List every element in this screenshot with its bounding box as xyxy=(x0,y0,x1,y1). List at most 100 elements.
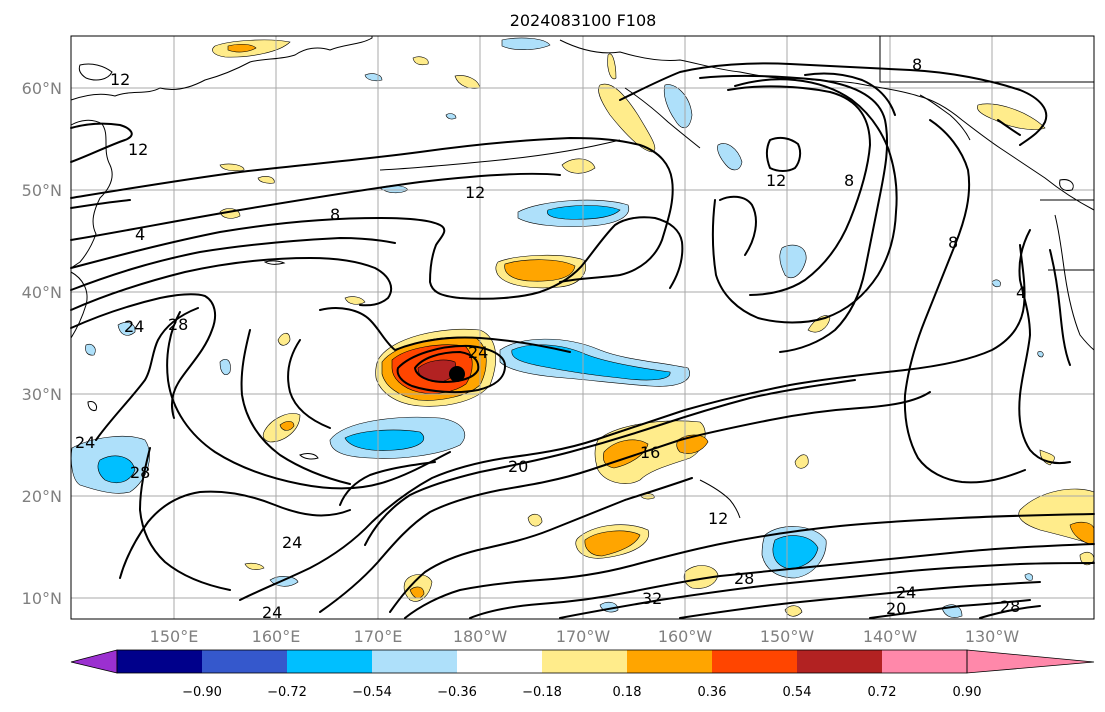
lon-label: 170°W xyxy=(556,627,611,646)
colorbar-tick: 0.36 xyxy=(698,685,727,700)
colorbar-tick: 0.72 xyxy=(868,685,897,700)
colorbar-extend-max xyxy=(966,649,1095,674)
lon-label: 150°W xyxy=(760,627,815,646)
patch-negative xyxy=(779,244,807,279)
colorbar-segment xyxy=(712,650,797,673)
storm-center-marker xyxy=(449,366,465,382)
patch-negative xyxy=(1024,573,1033,581)
contour-label: 4 xyxy=(135,225,145,244)
patch-positive xyxy=(784,605,803,617)
lon-label: 160°E xyxy=(252,627,301,646)
patch-positive xyxy=(527,513,543,527)
patch-negative xyxy=(117,322,136,336)
contour-label: 8 xyxy=(844,171,854,190)
contour-label: 12 xyxy=(465,183,485,202)
lon-label: 180°W xyxy=(453,627,508,646)
lat-label: 10°N xyxy=(22,589,62,608)
contour-label: 24 xyxy=(282,533,302,552)
contour-label: 24 xyxy=(75,433,95,452)
patch-positive xyxy=(607,53,617,80)
contour-label: 28 xyxy=(1000,597,1020,616)
lon-label: 170°E xyxy=(354,627,403,646)
contour-label: 20 xyxy=(886,599,906,618)
contour-lines xyxy=(70,62,1095,619)
lat-label: 60°N xyxy=(22,79,62,98)
patch-negative xyxy=(344,429,425,451)
patch-positive xyxy=(584,530,641,557)
longitude-labels: 150°E 160°E 170°E 180°W 170°W 160°W 150°… xyxy=(150,627,1020,646)
patch-negative xyxy=(772,535,819,569)
contour-label: 24 xyxy=(124,317,144,336)
colorbar-segment xyxy=(542,650,627,673)
colorbar-extend-min xyxy=(70,649,118,674)
patch-positive xyxy=(977,103,1046,130)
patch-positive xyxy=(219,163,245,172)
contour-label: 20 xyxy=(508,457,528,476)
colorbar-tick: −0.54 xyxy=(352,685,392,700)
lon-label: 130°W xyxy=(965,627,1020,646)
patch-positive xyxy=(504,259,576,282)
lon-label: 160°W xyxy=(658,627,713,646)
patch-negative xyxy=(1037,351,1044,358)
patch-negative xyxy=(511,344,671,381)
colorbar-segment xyxy=(372,650,457,673)
contour-label: 8 xyxy=(948,233,958,252)
figure-title: 2024083100 F108 xyxy=(510,11,657,30)
colorbar-tick: 0.90 xyxy=(953,685,982,700)
contour-label: 4 xyxy=(1016,283,1026,302)
coastlines xyxy=(70,36,1095,519)
patch-negative xyxy=(717,143,743,171)
patch-negative xyxy=(85,343,96,356)
colorbar: −0.90 −0.72 −0.54 −0.36 −0.18 0.18 0.36 … xyxy=(70,649,1095,700)
contour-label: 24 xyxy=(896,583,916,602)
patch-positive xyxy=(227,43,257,53)
contour-label: 28 xyxy=(168,315,188,334)
patch-positive xyxy=(794,454,809,469)
patch-positive xyxy=(598,83,656,153)
patch-negative xyxy=(445,113,457,120)
colorbar-segment xyxy=(117,650,202,673)
patch-negative xyxy=(219,359,231,375)
colorbar-segment xyxy=(457,650,542,673)
contour-label: 12 xyxy=(128,140,148,159)
latitude-labels: 60°N 50°N 40°N 30°N 20°N 10°N xyxy=(22,79,62,608)
colorbar-tick: −0.90 xyxy=(182,685,222,700)
patch-positive xyxy=(1039,449,1055,466)
colorbar-segment xyxy=(797,650,882,673)
lon-label: 150°E xyxy=(150,627,199,646)
lat-label: 20°N xyxy=(22,487,62,506)
patch-positive xyxy=(277,332,291,346)
contour-labels: 12 12 8 12 4 24 28 24 24 28 20 16 12 24 … xyxy=(75,55,1026,622)
colorbar-tick: 0.18 xyxy=(613,685,642,700)
contour-label: 12 xyxy=(708,509,728,528)
colorbar-segment xyxy=(882,650,967,673)
colorbar-tick: 0.54 xyxy=(783,685,812,700)
colorbar-segment xyxy=(202,650,287,673)
contour-label: 24 xyxy=(468,343,488,362)
lat-label: 30°N xyxy=(22,385,62,404)
contour-label: 8 xyxy=(912,55,922,74)
contour-label: 12 xyxy=(110,70,130,89)
contour-label: 8 xyxy=(330,205,340,224)
colorbar-tick: −0.72 xyxy=(267,685,307,700)
patch-positive xyxy=(344,296,366,305)
contour-label: 24 xyxy=(262,603,282,622)
colorbar-tick: −0.18 xyxy=(522,685,562,700)
patch-negative xyxy=(547,205,621,220)
patch-positive xyxy=(409,586,425,599)
lon-label: 140°W xyxy=(863,627,918,646)
colorbar-segment xyxy=(287,650,372,673)
patch-positive xyxy=(412,56,429,66)
patch-negative xyxy=(501,37,551,50)
patch-negative xyxy=(991,279,1001,288)
colorbar-tick: −0.36 xyxy=(437,685,477,700)
contour-label: 28 xyxy=(734,569,754,588)
patch-positive xyxy=(561,158,596,174)
patch-negative xyxy=(97,455,136,483)
lat-label: 40°N xyxy=(22,283,62,302)
contour-label: 28 xyxy=(130,463,150,482)
contour-label: 16 xyxy=(640,443,660,462)
contour-label: 12 xyxy=(766,171,786,190)
lat-label: 50°N xyxy=(22,181,62,200)
